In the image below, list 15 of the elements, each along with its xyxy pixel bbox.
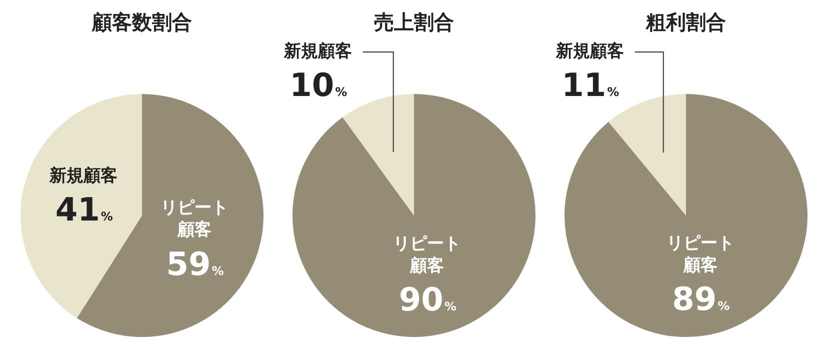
data-label: 59% bbox=[166, 244, 224, 283]
data-label: 41% bbox=[55, 190, 113, 229]
slice-label: 新規顧客 bbox=[554, 41, 624, 62]
data-label: 89% bbox=[672, 280, 730, 318]
chart-title: 粗利割合 bbox=[645, 10, 726, 34]
slice-label: 新規顧客 bbox=[282, 41, 352, 62]
chart-title: 売上割合 bbox=[374, 10, 454, 34]
slice-label: リピート顧客 bbox=[160, 198, 229, 240]
slice-label: リピート顧客 bbox=[666, 234, 734, 276]
chart-title: 顧客数割合 bbox=[91, 10, 192, 34]
slice-label: リピート顧客 bbox=[393, 234, 462, 276]
slice-label: 新規顧客 bbox=[48, 166, 118, 186]
data-label: 10% bbox=[290, 66, 348, 104]
data-label: 11% bbox=[562, 66, 620, 104]
data-label: 90% bbox=[398, 280, 456, 318]
